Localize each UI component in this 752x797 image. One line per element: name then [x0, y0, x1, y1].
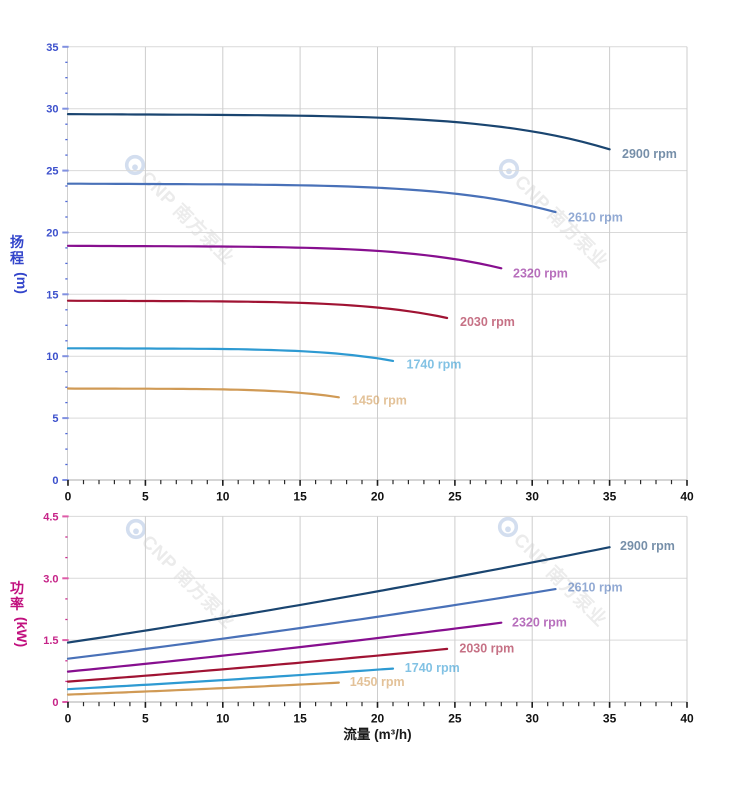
svg-text:35: 35 [603, 490, 617, 504]
svg-text:3.0: 3.0 [43, 573, 58, 585]
svg-text:15: 15 [46, 289, 58, 301]
svg-text:2610 rpm: 2610 rpm [568, 581, 623, 595]
svg-text:15: 15 [293, 712, 307, 726]
svg-text:25: 25 [448, 712, 462, 726]
svg-text:(m): (m) [14, 272, 30, 294]
svg-text:0: 0 [65, 712, 72, 726]
svg-text:2320 rpm: 2320 rpm [513, 267, 568, 281]
svg-text:20: 20 [46, 228, 58, 240]
svg-text:2030 rpm: 2030 rpm [459, 642, 514, 656]
svg-text:程: 程 [10, 250, 24, 266]
svg-text:5: 5 [142, 712, 149, 726]
svg-text:5: 5 [142, 490, 149, 504]
svg-text:扬: 扬 [10, 234, 24, 250]
svg-text:0: 0 [52, 697, 58, 709]
svg-text:20: 20 [371, 490, 385, 504]
svg-text:35: 35 [46, 42, 58, 54]
svg-text:2900 rpm: 2900 rpm [620, 539, 675, 553]
svg-text:1740 rpm: 1740 rpm [405, 661, 460, 675]
svg-text:2900 rpm: 2900 rpm [622, 147, 677, 161]
svg-text:4.5: 4.5 [43, 511, 58, 523]
svg-text:30: 30 [526, 490, 540, 504]
svg-text:30: 30 [46, 104, 58, 116]
svg-text:2030 rpm: 2030 rpm [460, 315, 515, 329]
svg-text:30: 30 [526, 712, 540, 726]
svg-text:率: 率 [10, 596, 24, 612]
svg-text:1450 rpm: 1450 rpm [350, 675, 405, 689]
svg-text:40: 40 [680, 490, 694, 504]
svg-text:25: 25 [448, 490, 462, 504]
svg-text:2320 rpm: 2320 rpm [512, 616, 567, 630]
svg-text:1740 rpm: 1740 rpm [407, 358, 462, 372]
svg-text:10: 10 [46, 351, 58, 363]
svg-text:25: 25 [46, 166, 58, 178]
svg-text:5: 5 [52, 413, 58, 425]
svg-text:功: 功 [10, 580, 24, 596]
svg-text:10: 10 [216, 490, 230, 504]
svg-text:0: 0 [65, 490, 72, 504]
svg-text:(kW): (kW) [14, 617, 30, 647]
svg-text:流量 (m³/h): 流量 (m³/h) [343, 726, 411, 742]
svg-text:15: 15 [293, 490, 307, 504]
svg-text:40: 40 [680, 712, 694, 726]
svg-text:10: 10 [216, 712, 230, 726]
svg-text:1450 rpm: 1450 rpm [352, 394, 407, 408]
svg-text:2610 rpm: 2610 rpm [568, 211, 623, 225]
svg-text:35: 35 [603, 712, 617, 726]
svg-text:0: 0 [52, 475, 58, 487]
svg-text:1.5: 1.5 [43, 635, 58, 647]
svg-text:20: 20 [371, 712, 385, 726]
